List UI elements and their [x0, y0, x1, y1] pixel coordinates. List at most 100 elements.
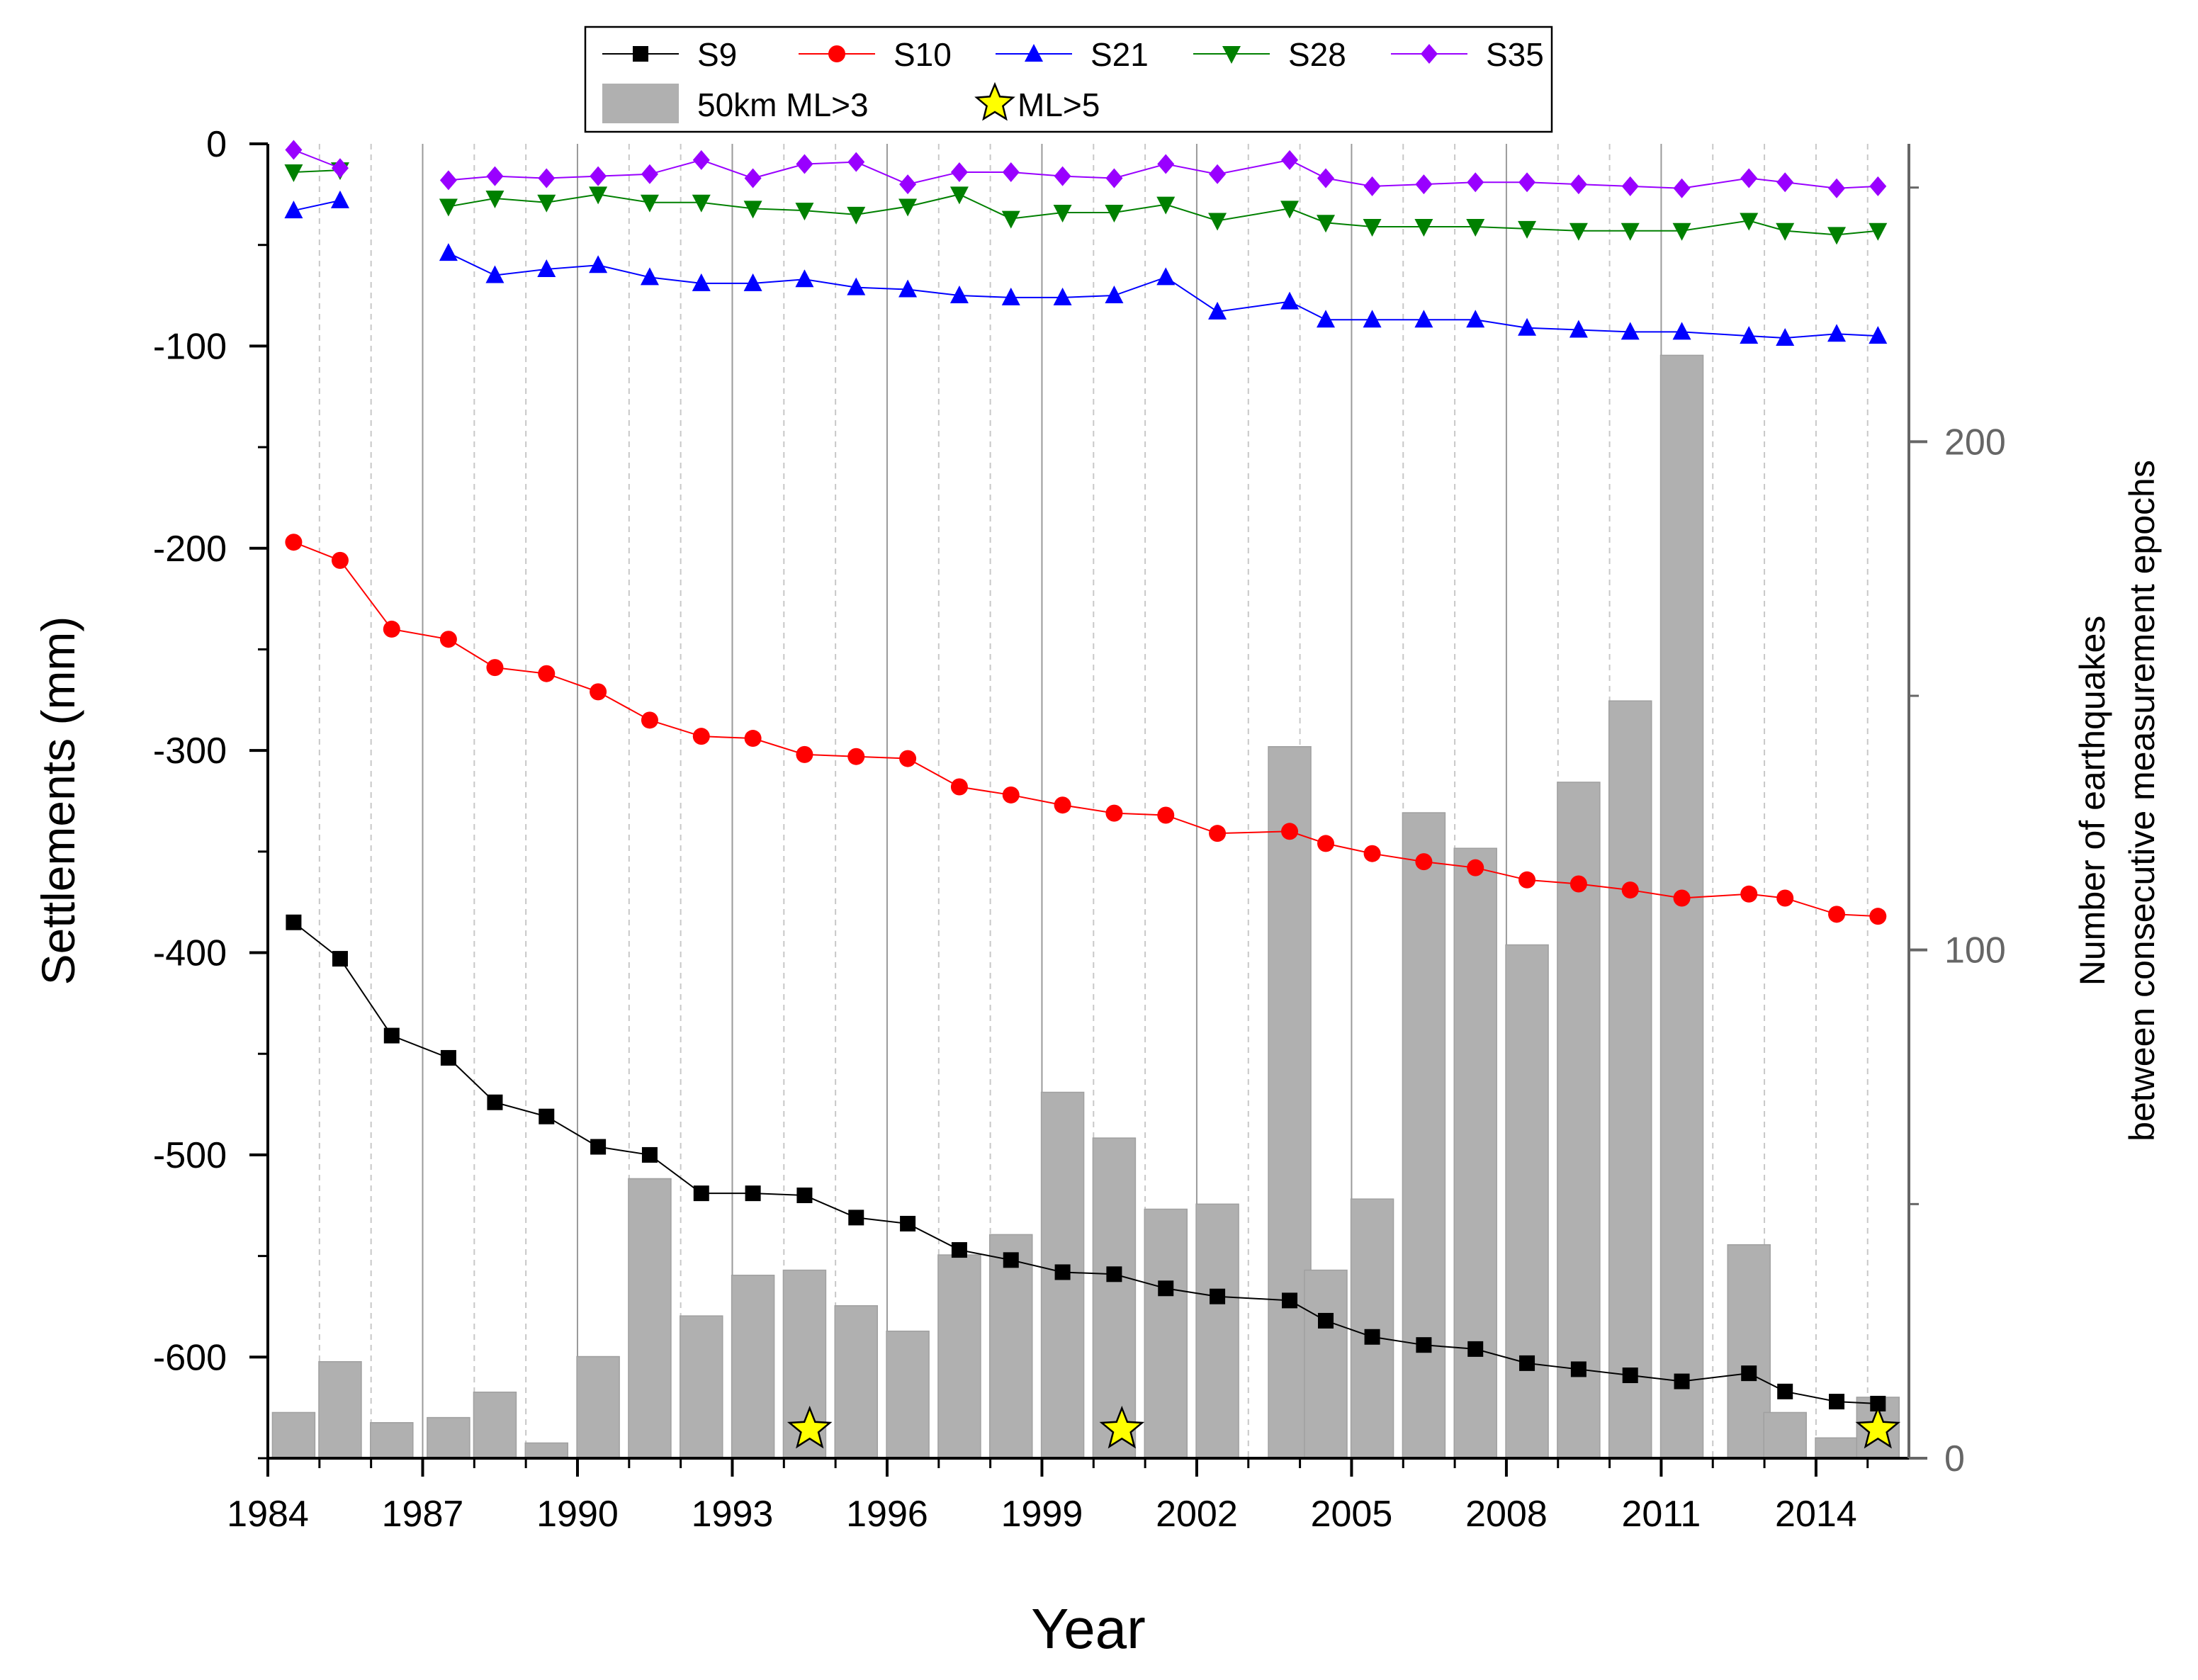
point-S35-27 — [1673, 178, 1691, 198]
point-S21-10 — [795, 269, 814, 288]
point-S28-27 — [1672, 222, 1691, 241]
point-S10-14 — [1002, 786, 1020, 804]
point-S28-16 — [1105, 205, 1124, 223]
point-S9-22 — [1416, 1337, 1432, 1353]
legend-label-S28: S28 — [1288, 36, 1346, 73]
point-S28-12 — [898, 198, 918, 217]
point-S10-1 — [331, 551, 349, 569]
point-S9-30 — [1829, 1394, 1845, 1410]
point-S21-30 — [1827, 324, 1847, 342]
point-S9-4 — [487, 1094, 503, 1110]
point-S28-14 — [1001, 210, 1020, 229]
point-S28-28 — [1740, 213, 1759, 231]
point-S10-3 — [439, 631, 457, 648]
point-S35-0 — [285, 140, 303, 160]
bar-14 — [989, 1234, 1033, 1459]
point-S35-23 — [1467, 172, 1484, 193]
y-tick-label--100: -100 — [153, 326, 227, 367]
point-S21-20 — [1317, 310, 1336, 328]
point-S35-8 — [692, 150, 710, 170]
point-S35-25 — [1569, 174, 1587, 195]
bar-16 — [1092, 1137, 1137, 1459]
point-S10-11 — [847, 748, 865, 765]
point-S21-7 — [640, 267, 659, 286]
y2-axis-title-line2: between consecutive measurement epochs — [2122, 460, 2162, 1141]
x-tick-label-1996: 1996 — [846, 1494, 928, 1535]
legend-star-marker — [974, 81, 1015, 121]
point-S35-19 — [1281, 150, 1299, 170]
point-S21-31 — [1869, 326, 1888, 344]
x-tick-label-2011: 2011 — [1622, 1494, 1701, 1535]
bar-13 — [937, 1254, 981, 1459]
point-S9-28 — [1741, 1365, 1757, 1382]
bar-12 — [886, 1330, 930, 1459]
point-S9-20 — [1318, 1312, 1334, 1329]
bar-22 — [1402, 812, 1446, 1459]
axis-ticks: 1984 1987 1990 1993 1996 1999 2002 2005 2008 2011… — [153, 124, 2006, 1535]
earthquake-bars — [271, 354, 1900, 1459]
point-S9-24 — [1519, 1355, 1535, 1371]
bar-18 — [1195, 1203, 1239, 1459]
point-S35-26 — [1621, 176, 1639, 196]
point-S35-6 — [590, 166, 607, 186]
point-S35-17 — [1157, 154, 1175, 174]
line-S9-seg0 — [293, 921, 1878, 1404]
bar-1 — [318, 1360, 362, 1459]
point-S10-7 — [641, 711, 658, 729]
point-S10-0 — [285, 534, 303, 551]
point-S10-15 — [1054, 796, 1071, 814]
y2-tick-label-100: 100 — [1944, 930, 2006, 971]
point-S21-11 — [847, 277, 866, 295]
point-S9-19 — [1282, 1292, 1298, 1309]
point-S35-5 — [538, 168, 556, 188]
point-S10-12 — [899, 750, 917, 767]
y-tick-label--400: -400 — [153, 933, 227, 974]
point-S35-13 — [950, 162, 968, 182]
point-S9-1 — [332, 951, 348, 967]
point-S9-27 — [1674, 1373, 1690, 1389]
point-S10-31 — [1869, 908, 1887, 925]
point-S10-17 — [1157, 806, 1175, 824]
axes — [266, 144, 1910, 1460]
point-S10-9 — [744, 730, 762, 748]
x-axis-title: Year — [1031, 1597, 1146, 1660]
legend: S9 S10 S21 S28 S35 50km ML>3 ML>5 — [584, 26, 1553, 133]
point-S28-22 — [1414, 219, 1433, 237]
bar-27 — [1659, 354, 1704, 1459]
x-tick-label-1990: 1990 — [536, 1494, 619, 1535]
y-tick-label--600: -600 — [153, 1337, 227, 1378]
line-S10-seg0 — [293, 541, 1878, 918]
point-S9-2 — [383, 1027, 400, 1044]
point-S10-2 — [383, 620, 400, 638]
point-S10-4 — [486, 659, 504, 677]
point-S28-26 — [1621, 222, 1640, 241]
point-S9-5 — [539, 1108, 555, 1124]
point-S9-9 — [745, 1185, 761, 1202]
point-S21-1 — [330, 190, 349, 208]
point-S28-0 — [284, 164, 303, 182]
point-S28-17 — [1156, 196, 1176, 215]
bar-21 — [1350, 1198, 1394, 1459]
line-S35-seg0 — [293, 149, 341, 169]
point-S35-7 — [641, 164, 658, 184]
point-S35-1 — [331, 158, 349, 179]
point-S10-5 — [538, 665, 556, 682]
point-S21-25 — [1569, 320, 1588, 338]
point-S28-4 — [485, 191, 505, 209]
y-tick-label-0: 0 — [206, 124, 227, 165]
point-S9-31 — [1870, 1395, 1886, 1411]
bar-17 — [1144, 1208, 1188, 1459]
point-S21-24 — [1518, 317, 1537, 336]
legend-box — [584, 26, 1553, 133]
point-S28-8 — [692, 194, 711, 213]
bar-5 — [524, 1442, 569, 1459]
point-S28-31 — [1869, 222, 1888, 241]
point-S35-4 — [486, 166, 504, 186]
point-S9-18 — [1210, 1288, 1226, 1304]
axis-labels: Year Settlements (mm) Number of earthqua… — [32, 460, 2162, 1660]
point-S21-26 — [1621, 322, 1640, 340]
point-S9-0 — [286, 914, 302, 930]
point-S10-22 — [1415, 853, 1433, 871]
point-S35-21 — [1363, 176, 1381, 196]
